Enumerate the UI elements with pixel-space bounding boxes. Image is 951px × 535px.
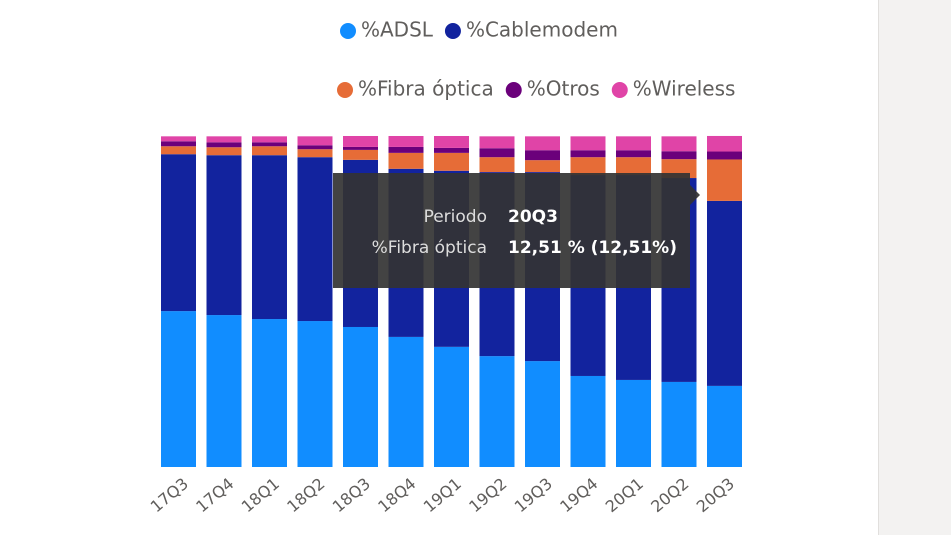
bar-segment (161, 141, 196, 147)
bar-segment (525, 361, 560, 467)
bar-segment (570, 150, 606, 158)
bar-segment (388, 136, 424, 147)
x-tick-label: 18Q2 (283, 474, 328, 516)
bar-segment (525, 160, 560, 173)
tooltip-label: Periodo (424, 207, 487, 227)
legend-label: %ADSL (361, 18, 434, 42)
bar-segment (388, 146, 424, 153)
bar-segment (707, 135, 742, 152)
bar-segment (661, 136, 697, 152)
bar-segment (616, 136, 651, 151)
bar-segment (343, 149, 378, 160)
bar-segment (161, 136, 196, 142)
bar-segment (161, 146, 196, 155)
bar-segment (343, 326, 378, 467)
legend-label: %Fibra óptica (358, 77, 494, 101)
bar-segment (252, 136, 287, 143)
x-tick-label: 20Q3 (693, 474, 738, 516)
bar-segment (616, 379, 651, 467)
legend-marker (611, 82, 628, 98)
bar-segment (570, 157, 606, 176)
tooltip-value: 12,51 % (12,51%) (508, 238, 677, 258)
x-tick-label: 19Q4 (556, 474, 601, 516)
x-tick-label: 18Q1 (238, 474, 283, 516)
legend-marker (340, 23, 356, 39)
tooltip: Periodo 20Q3 %Fibra óptica 12,51 % (12,51%) (333, 173, 700, 288)
bar-segment (206, 147, 242, 156)
tooltip-value: 20Q3 (508, 207, 558, 227)
bar-segment (616, 150, 651, 158)
tooltip-box (333, 173, 700, 288)
bar-segment (297, 157, 333, 322)
bar-segment (388, 336, 424, 467)
side-panel (878, 0, 951, 535)
bar-segment (616, 157, 651, 176)
bar-segment (707, 385, 742, 467)
bar-segment (434, 147, 469, 153)
legend-marker (444, 23, 461, 39)
bar-segment (206, 155, 242, 316)
x-tick-label: 18Q3 (329, 474, 374, 516)
bar-segment (707, 151, 742, 160)
bar-segment (434, 152, 469, 171)
bar-segment (297, 321, 333, 467)
bar-segment (525, 136, 560, 151)
x-tick-label: 17Q4 (192, 474, 237, 516)
legend-label: %Wireless (633, 77, 736, 101)
bar-segment (570, 136, 606, 151)
bar-segment (479, 356, 515, 467)
bar-segment (343, 146, 378, 150)
x-tick-label: 19Q3 (511, 474, 556, 516)
bar-segment (161, 311, 196, 467)
x-tick-label: 19Q1 (420, 474, 465, 516)
bar-segment (206, 136, 242, 143)
legend-marker (337, 82, 353, 98)
bar-segment (525, 150, 560, 161)
x-tick-label: 20Q1 (602, 474, 647, 516)
bar-segment (707, 159, 742, 201)
bar-segment (434, 346, 469, 467)
bar-segment (570, 375, 606, 467)
bar-segment (661, 151, 697, 160)
bar-segment (161, 154, 196, 312)
bar-segment (252, 319, 287, 467)
x-tick-label: 17Q3 (147, 474, 192, 516)
bar-segment (206, 315, 242, 467)
bar-segment (252, 146, 287, 156)
x-tick-label: 20Q2 (647, 474, 692, 516)
bar-segment (479, 136, 515, 149)
bar-segment (206, 142, 242, 148)
legend-label: %Otros (527, 77, 600, 101)
bar-segment (252, 142, 287, 147)
bar-segment (297, 145, 333, 150)
bar-segment (479, 148, 515, 158)
bar-segment (661, 381, 697, 467)
bar-segment (297, 136, 333, 146)
bar-segment (479, 157, 515, 173)
legend-marker (505, 82, 522, 98)
bar-segment (252, 155, 287, 320)
bar-segment (434, 136, 469, 148)
bar-segment (297, 149, 333, 158)
bar-segment (707, 200, 742, 386)
tooltip-label: %Fibra óptica (372, 238, 487, 258)
bar-segment (343, 136, 378, 147)
legend-label: %Cablemodem (466, 18, 618, 42)
x-tick-label: 19Q2 (465, 474, 510, 516)
x-tick-label: 18Q4 (374, 474, 419, 516)
bar-segment (388, 152, 424, 169)
